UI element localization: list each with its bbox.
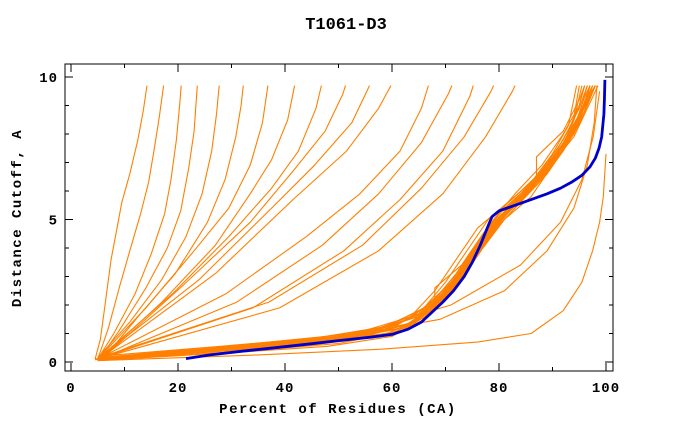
model-curve — [97, 85, 591, 361]
model-curve — [97, 85, 165, 360]
model-curve — [97, 85, 594, 362]
model-curve — [97, 85, 220, 359]
model-curve — [97, 85, 586, 360]
model-curve — [97, 85, 591, 360]
model-curve — [102, 85, 392, 357]
x-tick-label: 0 — [66, 381, 75, 397]
model-curve — [97, 85, 370, 360]
y-tick-label: 0 — [49, 356, 58, 372]
x-tick-label: 80 — [490, 381, 509, 397]
highlight-curve — [185, 79, 607, 360]
model-curve — [94, 85, 148, 360]
model-curve — [102, 85, 495, 357]
model-curve — [97, 85, 269, 360]
model-curve — [97, 85, 588, 360]
model-curve — [97, 85, 588, 359]
model-curve — [97, 85, 516, 360]
model-curve — [99, 85, 198, 359]
x-tick-label: 60 — [383, 381, 402, 397]
x-tick-label: 40 — [276, 381, 295, 397]
model-curve — [97, 85, 182, 360]
y-tick-label: 5 — [49, 214, 58, 230]
model-curve — [95, 85, 596, 360]
model-curve — [102, 85, 347, 359]
model-curve — [97, 85, 594, 360]
model-curve — [97, 91, 601, 360]
y-tick-label: 10 — [39, 71, 58, 87]
x-axis-label: Percent of Residues (CA) — [219, 402, 457, 418]
best-model-curve — [185, 79, 607, 360]
x-tick-label: 100 — [592, 381, 620, 397]
model-curve — [97, 85, 596, 360]
model-curve — [95, 85, 578, 360]
model-curve — [97, 153, 607, 362]
plot-frame — [64, 63, 614, 372]
model-curve — [95, 85, 591, 361]
chart-title: T1061-D3 — [305, 16, 387, 35]
model-curve — [97, 85, 598, 360]
tick-labels: 0 20 40 60 80 100 0 5 10 — [39, 71, 620, 397]
model-curves — [94, 85, 607, 362]
model-curve — [102, 85, 296, 357]
axis-ticks — [65, 64, 613, 371]
x-tick-label: 20 — [169, 381, 188, 397]
model-curve — [97, 85, 580, 362]
model-curve — [97, 85, 429, 360]
model-curve — [97, 85, 594, 360]
model-curve — [97, 85, 586, 357]
model-curve — [97, 85, 322, 360]
y-axis-label: Distance Cutoff, A — [10, 129, 26, 307]
model-curve — [97, 85, 586, 360]
model-curve — [97, 85, 591, 362]
model-curve — [97, 85, 591, 361]
model-curve — [97, 85, 596, 360]
model-curve — [97, 85, 596, 361]
model-curve — [102, 85, 453, 359]
model-curve — [100, 85, 583, 360]
